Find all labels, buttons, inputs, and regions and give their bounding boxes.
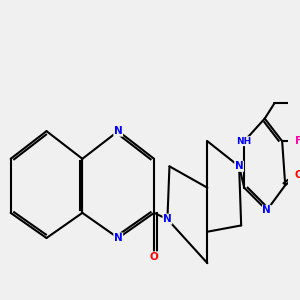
Text: N: N xyxy=(114,233,123,243)
Text: N: N xyxy=(235,161,244,171)
Text: N: N xyxy=(163,214,172,224)
Text: N: N xyxy=(114,126,123,136)
Text: O: O xyxy=(294,170,300,180)
Text: N: N xyxy=(262,206,271,215)
Text: NH: NH xyxy=(237,137,252,146)
Text: O: O xyxy=(150,252,158,262)
Text: F: F xyxy=(295,136,300,146)
